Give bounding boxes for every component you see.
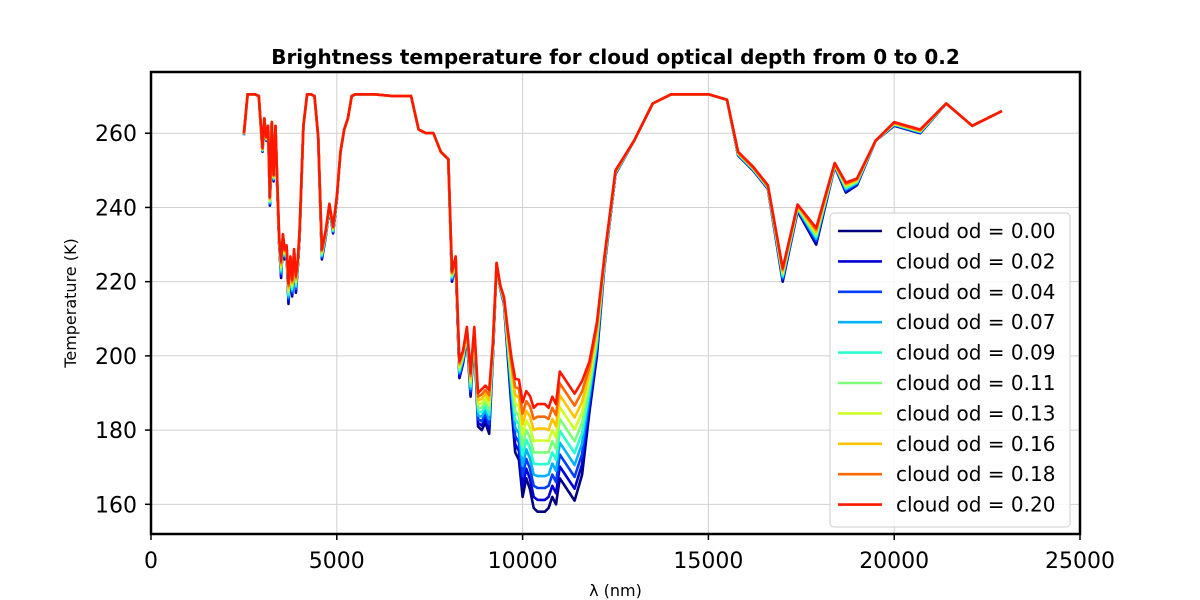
x-axis-label: λ (nm) [589,581,642,600]
legend-label: cloud od = 0.07 [896,310,1055,334]
y-axis-label: Temperature (K) [61,238,80,368]
y-tick-label: 240 [95,196,137,221]
legend-box [829,212,1071,528]
x-tick-label: 20000 [859,549,929,574]
legend-label: cloud od = 0.16 [896,432,1055,456]
legend: cloud od = 0.00 cloud od = 0.02 cloud od =… [829,212,1071,528]
legend-label: cloud od = 0.00 [896,219,1055,243]
legend-label: cloud od = 0.02 [896,249,1055,273]
y-tick-label: 220 [95,271,137,296]
legend-label: cloud od = 0.13 [896,401,1055,425]
chart-title: Brightness temperature for cloud optical… [271,45,960,69]
plot-frame [149,70,1082,536]
x-tick-label: 0 [144,549,158,574]
y-tick-label: 260 [95,122,137,147]
x-tick-label: 15000 [673,549,743,574]
y-tick-label: 200 [95,345,137,370]
x-tick-label: 25000 [1045,549,1115,574]
series-line-9 [242,93,1003,410]
legend-label: cloud od = 0.20 [896,493,1055,517]
legend-label: cloud od = 0.04 [896,280,1055,304]
legend-label: cloud od = 0.09 [896,341,1055,365]
y-tick-label: 160 [95,493,137,518]
y-tick-label: 180 [95,419,137,444]
legend-label: cloud od = 0.18 [896,462,1055,486]
x-tick-label: 5000 [309,549,365,574]
legend-label: cloud od = 0.11 [896,371,1055,395]
x-tick-label: 10000 [488,549,558,574]
series-lines [242,93,1003,513]
ticks: 0 5000 10000 15000 20000 25000 160 180 200 220 240… [95,122,1115,574]
